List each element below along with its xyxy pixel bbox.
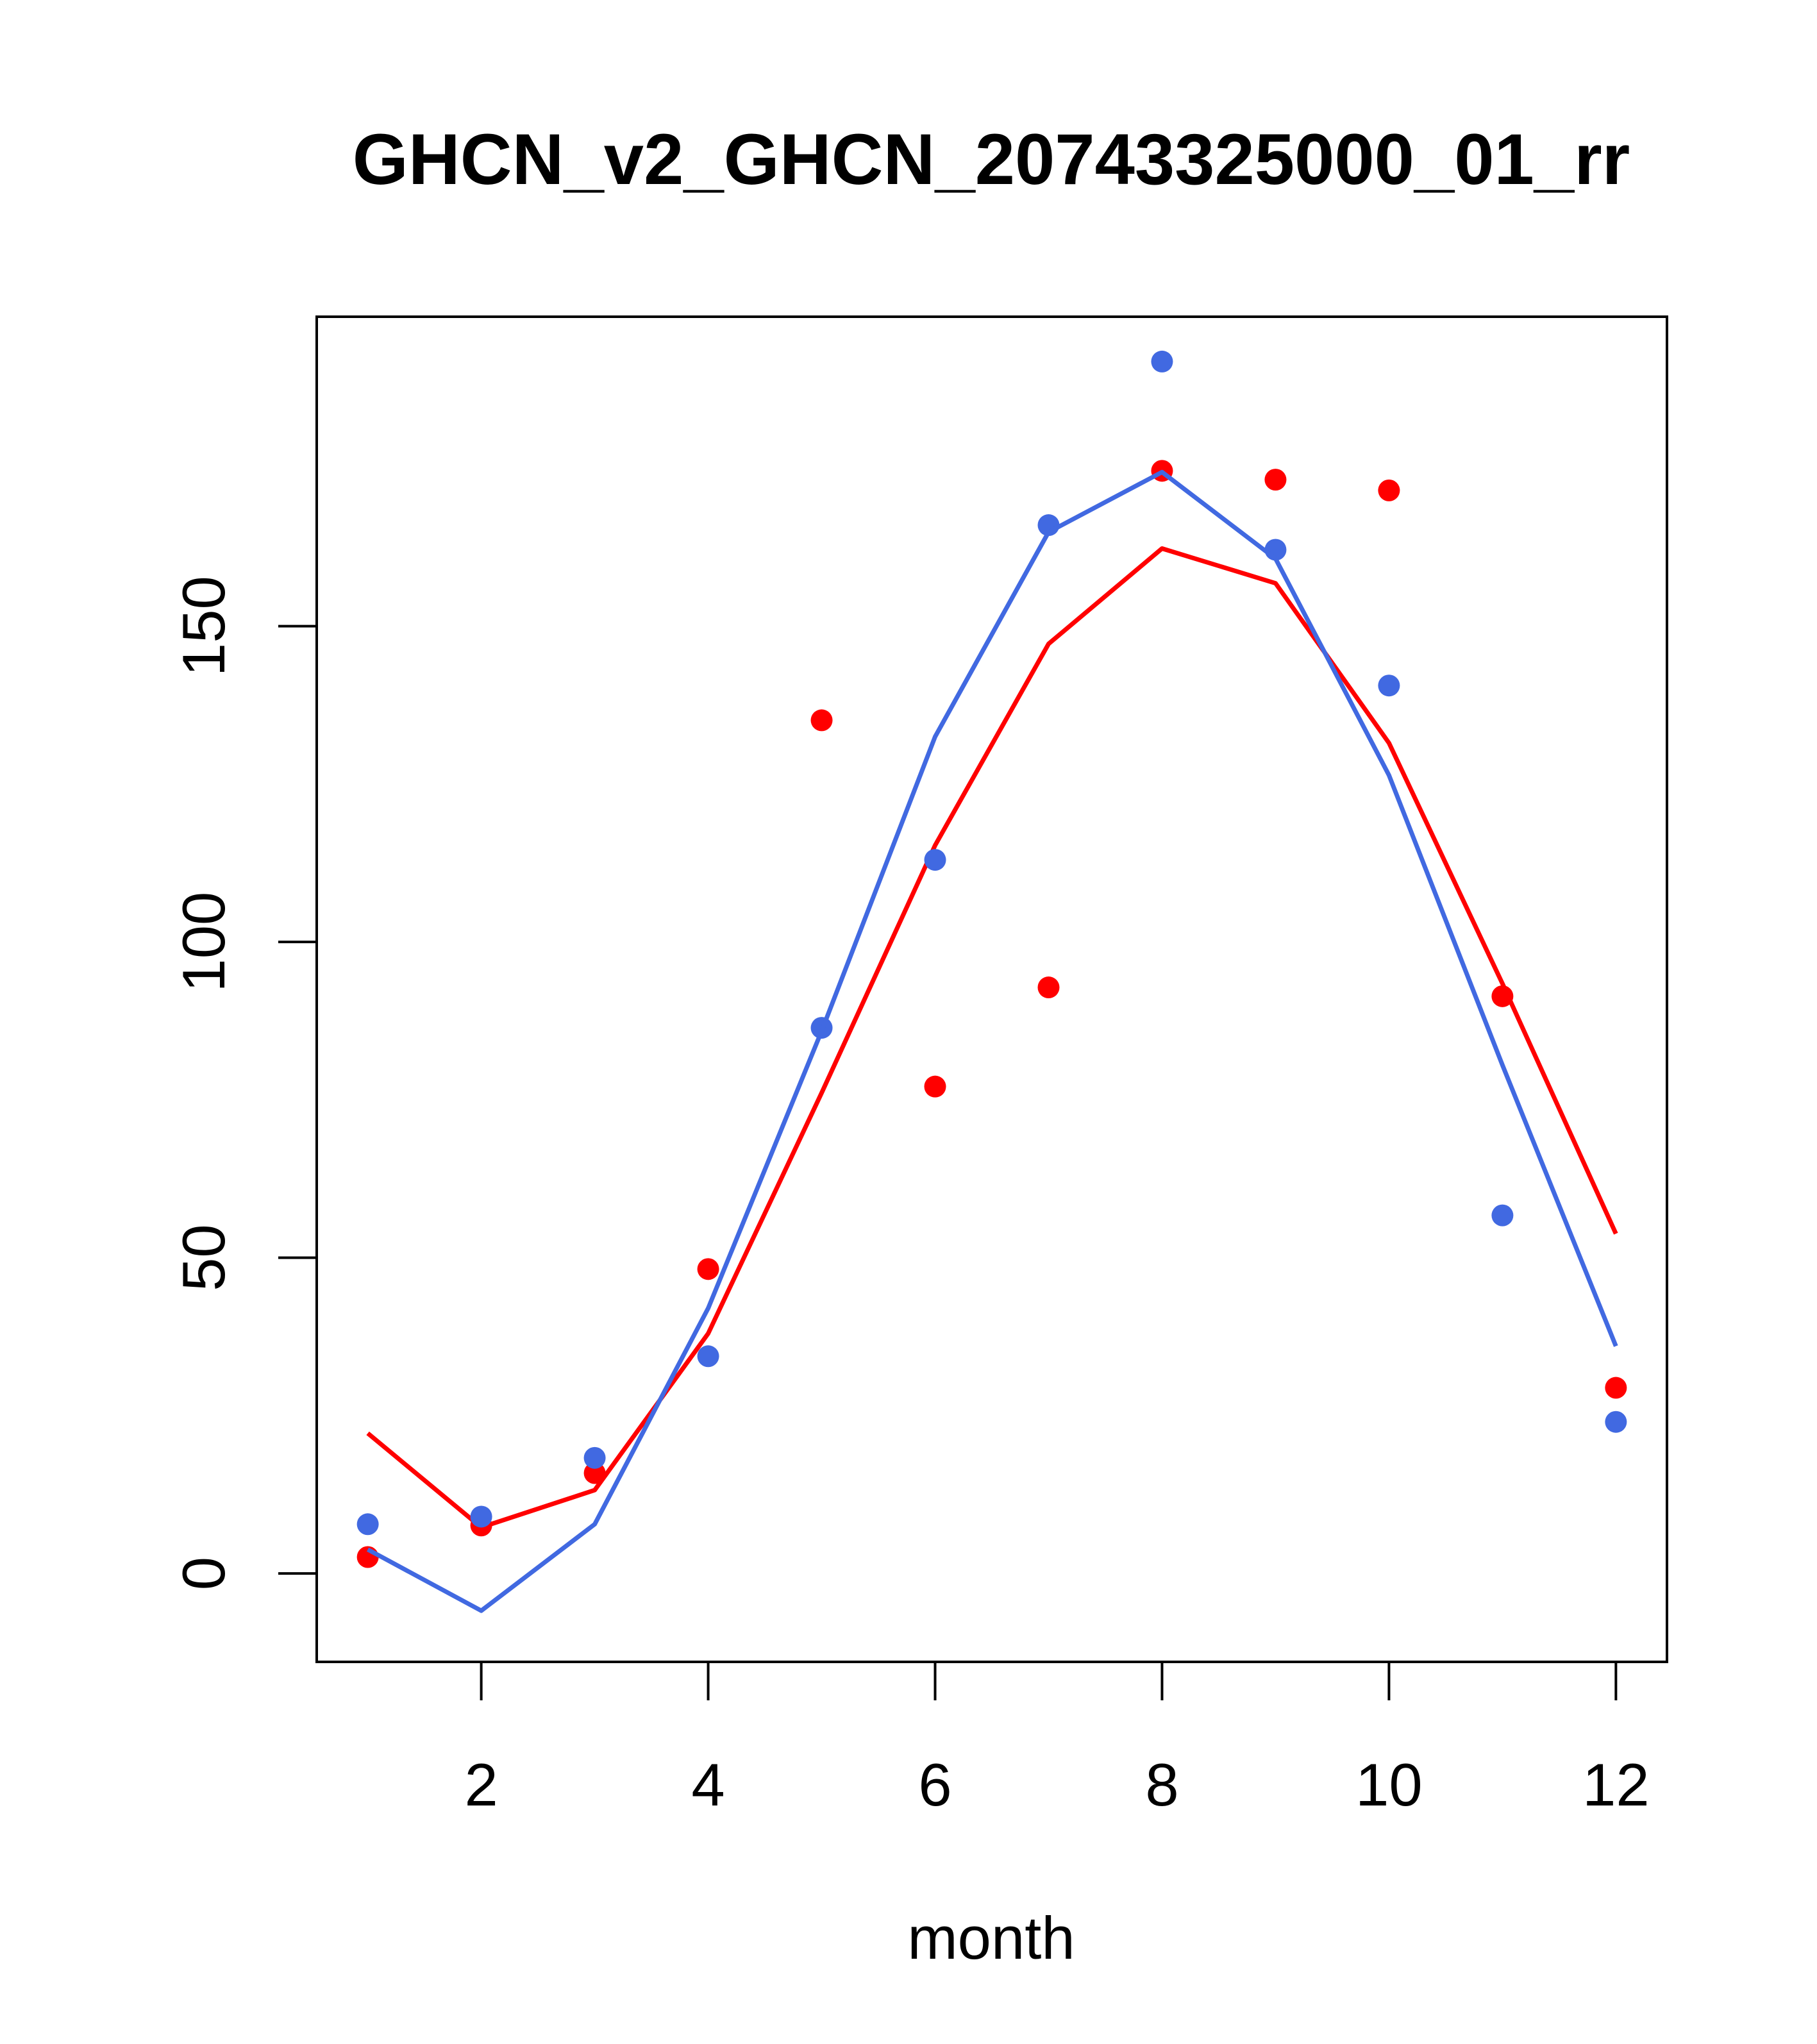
y-tick-label: 50	[170, 1224, 237, 1291]
data-point	[583, 1462, 606, 1484]
x-axis-label: month	[907, 1904, 1075, 1972]
data-point	[810, 709, 833, 732]
plot-frame	[315, 315, 1668, 1663]
series-line-1	[366, 546, 1618, 1530]
data-point	[1264, 469, 1287, 491]
data-point	[924, 849, 946, 871]
y-tick-label: 0	[170, 1557, 237, 1590]
x-tick-label: 12	[1582, 1751, 1650, 1818]
series-line-3	[366, 469, 1618, 1613]
data-point	[1037, 976, 1060, 999]
x-tick-label: 4	[691, 1751, 724, 1818]
data-point	[356, 1513, 379, 1536]
data-point	[1491, 1204, 1514, 1227]
x-tick-label: 8	[1145, 1751, 1178, 1818]
data-point	[1378, 479, 1400, 501]
data-point	[697, 1345, 719, 1368]
data-point	[356, 1546, 379, 1568]
data-point	[1151, 350, 1173, 373]
chart-title: GHCN_v2_GHCN_20743325000_01_rr	[353, 119, 1630, 199]
x-tick-label: 2	[464, 1751, 498, 1818]
x-axis: 2 4 6 8 10 12	[464, 1661, 1650, 1818]
data-point	[583, 1446, 606, 1469]
y-tick-label: 100	[170, 892, 237, 993]
data-point	[1378, 674, 1400, 697]
data-point	[1605, 1411, 1627, 1433]
x-tick-label: 6	[918, 1751, 951, 1818]
data-point	[697, 1258, 719, 1280]
series-layer	[356, 350, 1627, 1613]
data-point	[470, 1505, 492, 1528]
data-point	[1605, 1377, 1627, 1399]
x-tick-label: 10	[1355, 1751, 1423, 1818]
y-axis: 0 50 100 150	[170, 576, 318, 1590]
y-tick-label: 150	[170, 576, 237, 676]
data-point	[924, 1075, 946, 1098]
